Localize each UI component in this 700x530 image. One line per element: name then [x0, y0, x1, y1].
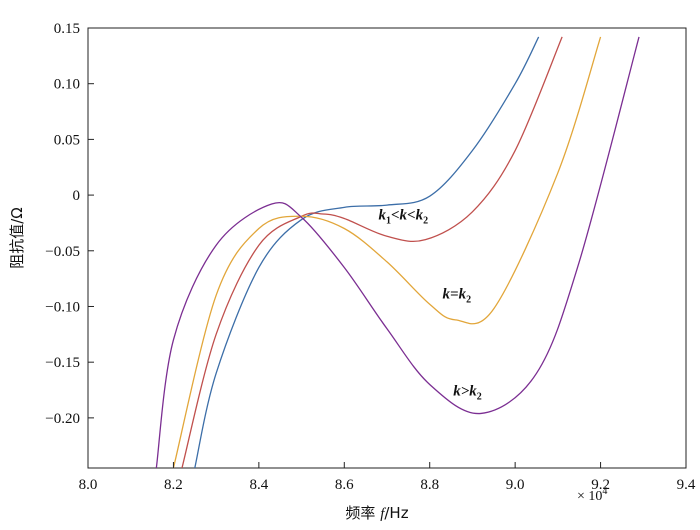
curves-layer	[155, 36, 640, 468]
y-tick-label: 0.10	[54, 77, 80, 93]
annotation-part: <	[407, 208, 416, 224]
y-axis-title: 阻抗值/Ω	[8, 207, 26, 269]
annotation-part: <	[391, 208, 400, 224]
x-axis-title-part: 频率	[345, 504, 380, 522]
x-tick-label: 8.6	[335, 477, 354, 493]
series-annotation-3: k>k2	[453, 384, 482, 403]
x-tick-label: 8.8	[420, 477, 439, 493]
annotation-part: k	[459, 287, 467, 303]
x-tick-label: 9.2	[591, 477, 610, 493]
series-line-3	[172, 36, 602, 468]
x-axis-ticks: 8.0 8.2 8.4 8.6 8.8 9.0 9.2 9.4	[79, 462, 696, 493]
annotation-part: 2	[477, 392, 482, 403]
x-tick-label: 9.0	[506, 477, 525, 493]
y-tick-label: −0.05	[45, 244, 80, 260]
series-annotation-2: k=k2	[443, 287, 472, 306]
y-tick-label: −0.10	[45, 299, 80, 315]
annotation-part: k	[378, 208, 386, 224]
annotation-part: k	[453, 384, 461, 400]
x-multiplier-base: × 10	[577, 489, 602, 504]
x-multiplier-exponent: 4	[602, 486, 607, 497]
y-axis-ticks: 0.15 0.10 0.05 0 −0.05 −0.10 −0.15 −0.20	[45, 21, 94, 427]
annotation-part: k	[400, 208, 408, 224]
x-tick-label: 8.4	[249, 477, 268, 493]
annotation-part: 1	[386, 216, 391, 227]
annotation-part: =	[450, 287, 459, 303]
x-tick-label: 9.4	[677, 477, 696, 493]
y-tick-label: −0.20	[45, 411, 80, 427]
annotation-part: 2	[423, 216, 428, 227]
x-axis-title-part: /Hz	[384, 504, 408, 522]
series-line-4	[155, 36, 640, 468]
y-tick-label: 0.15	[54, 21, 80, 37]
series-line-1	[194, 36, 540, 468]
annotation-part: k	[443, 287, 451, 303]
annotation-part: 2	[466, 295, 471, 306]
annotation-part: k	[469, 384, 477, 400]
annotations-layer: k1<k<k2k=k2k>k2	[378, 208, 481, 403]
y-tick-label: 0.05	[54, 132, 80, 148]
x-axis-multiplier: × 104	[577, 486, 607, 504]
annotation-part: k	[416, 208, 424, 224]
x-tick-label: 8.2	[164, 477, 183, 493]
x-tick-label: 8.0	[79, 477, 98, 493]
series-line-2	[181, 36, 563, 468]
x-axis-title: 频率 f/Hz	[345, 504, 408, 522]
annotation-part: >	[461, 384, 470, 400]
plot-frame	[87, 27, 687, 469]
y-tick-label: 0	[73, 188, 81, 204]
series-annotation-1: k1<k<k2	[378, 208, 428, 227]
y-tick-label: −0.15	[45, 355, 80, 371]
x-axis-title-part: f	[380, 506, 386, 522]
